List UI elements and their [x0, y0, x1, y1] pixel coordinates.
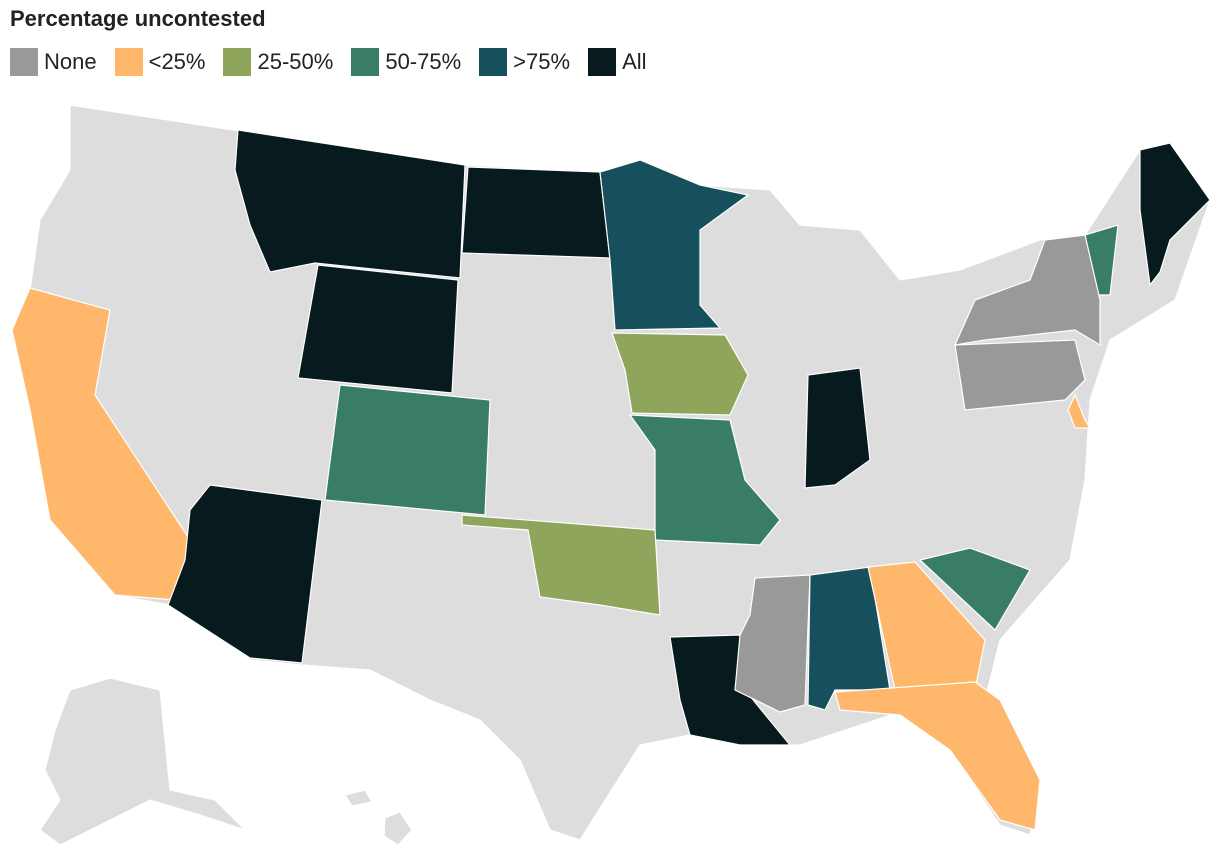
state	[461, 514, 661, 616]
legend-swatch	[351, 48, 380, 76]
state	[918, 547, 1031, 631]
hawaii	[383, 811, 413, 846]
state	[1139, 142, 1211, 287]
legend: None <25% 25-50% 50-75% >75% All	[10, 48, 665, 76]
state	[167, 484, 323, 664]
state	[953, 234, 1101, 347]
state	[461, 166, 611, 259]
legend-item: All	[588, 48, 647, 76]
legend-label: All	[622, 49, 647, 74]
state	[234, 129, 466, 279]
legend-label: 25-50%	[257, 49, 334, 74]
legend-label: <25%	[148, 49, 206, 74]
legend-label: None	[44, 49, 97, 74]
legend-item: 50-75%	[351, 48, 461, 76]
state	[11, 287, 191, 601]
legend-item: 25-50%	[223, 48, 333, 76]
state	[628, 414, 781, 546]
state	[834, 681, 1041, 831]
legend-swatch	[479, 48, 508, 76]
legend-item: None	[10, 48, 97, 76]
state	[611, 332, 749, 416]
legend-swatch	[223, 48, 252, 76]
legend-item: <25%	[114, 48, 206, 76]
state	[954, 339, 1086, 411]
state	[324, 384, 491, 516]
legend-swatch	[114, 48, 143, 76]
state	[1067, 393, 1092, 429]
state	[867, 561, 986, 691]
state	[297, 264, 459, 394]
legend-label: >75%	[513, 49, 571, 74]
colored-states	[11, 129, 1211, 831]
legend-swatch	[10, 48, 38, 76]
legend-swatch	[588, 48, 617, 76]
title: Percentage uncontested	[10, 6, 266, 31]
legend-label: 50-75%	[385, 49, 462, 74]
state	[804, 367, 871, 489]
state	[599, 159, 750, 331]
hawaii	[344, 789, 373, 807]
legend-item: >75%	[479, 48, 570, 76]
alaska	[39, 677, 246, 846]
